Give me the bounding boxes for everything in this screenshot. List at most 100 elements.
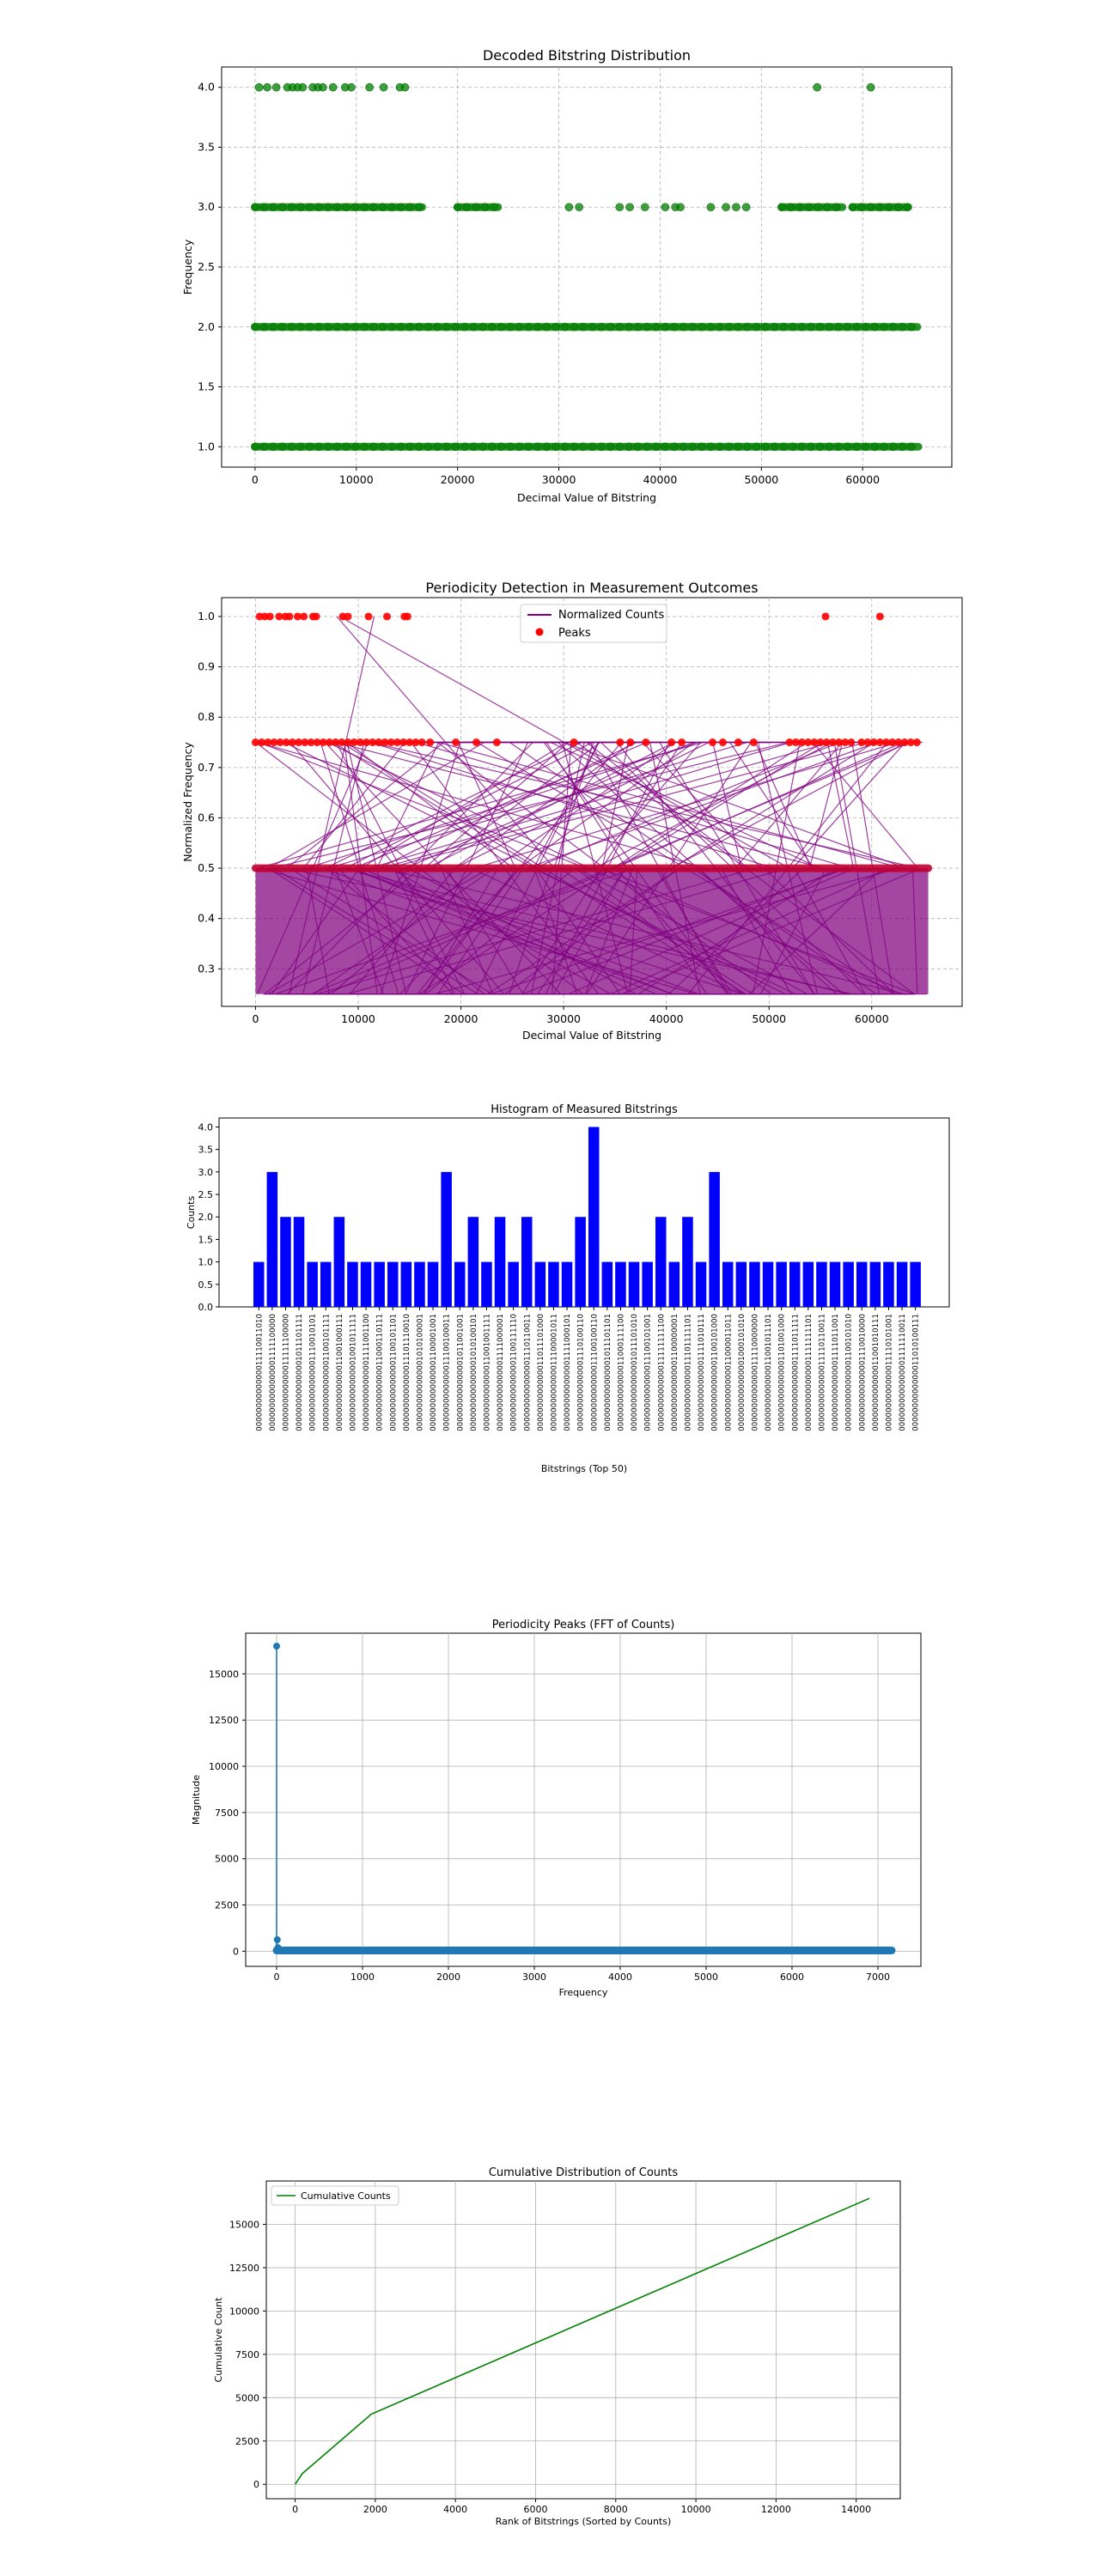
count-line: [344, 742, 593, 869]
bar: [789, 1261, 801, 1307]
peak-point: [452, 738, 460, 747]
scatter-point: [893, 203, 903, 212]
bar: [816, 1261, 827, 1307]
bar: [709, 1171, 720, 1307]
count-line: [527, 741, 878, 869]
bar: [387, 1261, 399, 1307]
tick-labels: 0 10000 20000 30000 40000 50000 60000 0.3 0.4 0.5…: [198, 610, 889, 1025]
scatter-point: [679, 442, 688, 452]
x-tick-label: 10000: [339, 473, 374, 486]
scatter-point: [651, 322, 661, 331]
bar: [829, 1261, 841, 1307]
scatter-point: [442, 322, 451, 331]
scatter-point: [451, 322, 460, 331]
bar: [561, 1261, 573, 1307]
scatter-point: [761, 442, 770, 452]
count-line: [729, 742, 814, 869]
scatter-point: [661, 322, 670, 331]
peak-point: [718, 738, 727, 747]
count-line: [754, 742, 812, 869]
x-axis-label: Bitstrings (Top 50): [541, 1463, 627, 1474]
count-line: [289, 616, 375, 994]
scatter-point: [478, 442, 487, 452]
scatter-point: [579, 322, 588, 331]
scatter-point: [898, 442, 907, 452]
legend-normalized-counts: Normalized Counts: [558, 609, 664, 622]
normalized-counts-line: [255, 616, 929, 995]
scatter-point: [661, 442, 670, 452]
peak-point: [282, 738, 290, 747]
bar: [508, 1261, 519, 1307]
scatter-point: [724, 322, 734, 331]
x-tick-label: 0000000000000011101110010: [403, 1314, 411, 1431]
scatter-point: [490, 203, 498, 212]
count-line: [552, 867, 626, 994]
scatter-point: [415, 203, 424, 212]
scatter-point: [533, 442, 542, 452]
bar: [575, 1217, 586, 1307]
peak-point: [356, 738, 364, 747]
peak-point: [888, 738, 897, 747]
scatter-point: [396, 322, 405, 331]
chart-periodicity-peaks-fft: 0 1000 2000 3000 4000 5000 6000 7000 0 2500 5000 75…: [191, 1619, 922, 1998]
bar: [896, 1261, 908, 1307]
peak-point: [411, 738, 420, 747]
scatter-point: [369, 442, 378, 452]
peak-point: [835, 738, 844, 747]
scatter-point: [400, 82, 410, 92]
count-line: [793, 867, 866, 994]
scatter-point: [350, 203, 360, 212]
count-line: [332, 742, 538, 869]
x-tick-label: 0000000000000001011101111: [296, 1314, 304, 1431]
x-tick-label: 0000000000000001111100000: [269, 1314, 277, 1431]
peak-point: [797, 738, 806, 747]
bar: [494, 1217, 506, 1307]
x-tick-label: 0: [274, 1971, 280, 1983]
count-line: [342, 867, 849, 995]
scatter-point: [861, 322, 870, 331]
peak-point: [295, 738, 303, 747]
peak-point: [472, 738, 480, 747]
scatter-point: [487, 322, 497, 331]
x-tick-label: 0000000000000001010100001: [416, 1314, 424, 1431]
scatter-point: [269, 322, 277, 331]
scatter-point: [365, 82, 374, 92]
scatter-point: [271, 82, 281, 92]
scatter-point: [575, 203, 583, 212]
scatter-point: [741, 203, 751, 212]
scatter-point: [779, 322, 789, 331]
scatter-point: [332, 442, 342, 452]
x-tick-label: 0000000000000011110101001: [885, 1314, 893, 1431]
peak-point: [821, 612, 830, 621]
peak-point: [875, 612, 884, 621]
peak-point: [364, 612, 373, 621]
scatter-point: [251, 442, 259, 452]
scatter-point: [670, 322, 679, 331]
peak-point: [344, 738, 352, 747]
x-axis-label: Decimal Value of Bitstring: [522, 1029, 661, 1042]
count-line: [267, 867, 491, 995]
peak-point: [708, 738, 716, 747]
peak-point: [264, 738, 272, 747]
scatter-point: [360, 203, 369, 212]
y-tick-label: 0.6: [198, 811, 215, 823]
scatter-point: [870, 442, 880, 452]
legend-cumulative-counts: Cumulative Counts: [301, 2190, 391, 2202]
peak-point: [270, 738, 278, 747]
scatter-point: [472, 203, 480, 212]
x-tick-label: 0000000000000011000110111: [376, 1314, 385, 1431]
scatter-point: [880, 442, 888, 452]
plot-area: [245, 1632, 922, 1967]
scatter-point: [779, 442, 789, 452]
scatter-point: [625, 203, 634, 212]
count-line: [376, 742, 440, 869]
count-line: [558, 867, 753, 995]
count-line: [438, 741, 902, 869]
bar: [615, 1261, 626, 1307]
count-line: [533, 867, 578, 994]
x-tick-label: 0000000000000001100101111: [322, 1314, 331, 1431]
scatter-point: [460, 442, 469, 452]
x-tick-label: 0000000000000011110110011: [818, 1314, 826, 1431]
scatter-points: [251, 82, 923, 452]
count-line: [349, 867, 456, 995]
